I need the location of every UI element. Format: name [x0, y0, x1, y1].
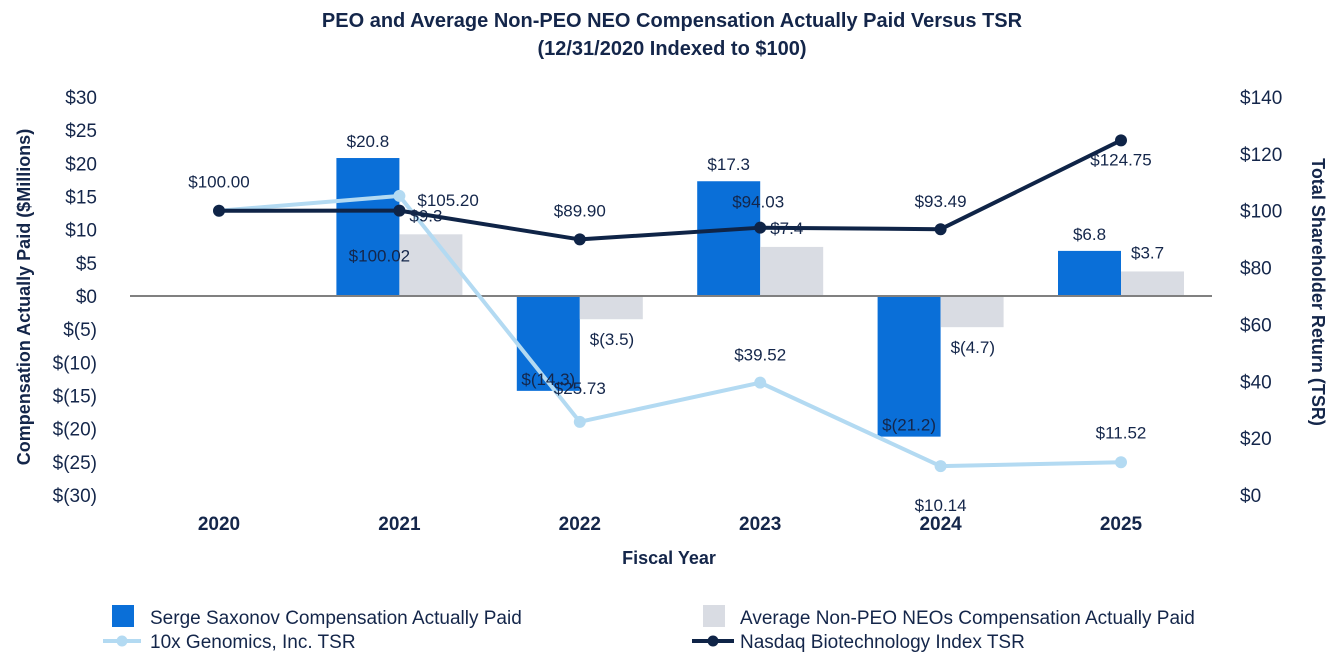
point-nasdaq-tsr — [934, 223, 947, 236]
category-label-2024: 2024 — [919, 514, 962, 535]
legend-label-10x-tsr: 10x Genomics, Inc. TSR — [150, 632, 356, 653]
point-10x-tsr — [393, 189, 406, 202]
right-axis-ticks: $140 $120 $100 $80 $60 $40 $20 $0 — [1240, 88, 1282, 507]
point-nasdaq-tsr — [213, 204, 225, 217]
left-tick-label: $20 — [65, 154, 97, 175]
category-label-2021: 2021 — [378, 514, 421, 535]
legend-label-neo: Average Non-PEO NEOs Compensation Actual… — [740, 608, 1195, 629]
left-tick-label: $15 — [65, 188, 97, 209]
bars-layer — [336, 158, 1184, 437]
right-tick-label: $100 — [1240, 202, 1282, 223]
data-labels-layer: $20.8 $(14.3) $17.3 $(21.2) $6.8 $9.3 $(3.5) $7… — [188, 132, 1164, 515]
left-tick-label: $(30) — [53, 486, 97, 507]
data-label-nasdaq-tsr: $89.90 — [554, 201, 606, 220]
category-label-2023: 2023 — [739, 514, 781, 535]
category-labels: 2020 2021 2022 2023 2024 2025 — [198, 514, 1143, 535]
point-10x-tsr — [934, 460, 947, 473]
data-label-peo: $17.3 — [707, 155, 750, 174]
data-label-neo: $9.3 — [409, 206, 442, 225]
left-tick-label: $(15) — [53, 387, 97, 408]
line-nasdaq-tsr — [218, 138, 1122, 242]
chart-title: PEO and Average Non-PEO NEO Compensation… — [322, 10, 1023, 32]
legend-swatch-neo — [703, 605, 725, 627]
point-10x-tsr — [1115, 456, 1127, 469]
data-label-peo: $20.8 — [347, 132, 390, 151]
bar-peo-2021 — [336, 158, 400, 296]
left-axis-title: Compensation Actually Paid ($Millions) — [14, 129, 34, 465]
left-tick-label: $25 — [65, 121, 97, 142]
right-tick-label: $0 — [1240, 486, 1261, 507]
lines-layer — [213, 134, 1127, 473]
data-label-peo: $(21.2) — [882, 416, 936, 435]
bar-neo-2023 — [760, 246, 824, 296]
point-10x-tsr — [754, 376, 767, 389]
left-tick-label: $(5) — [63, 320, 97, 341]
data-label-neo: $(3.5) — [590, 330, 634, 349]
left-tick-label: $5 — [76, 254, 97, 275]
data-label-nasdaq-tsr: $124.75 — [1090, 150, 1151, 169]
left-axis-ticks: $30 $25 $20 $15 $10 $5 $0 $(5) $(10) $(15) $(20) $(… — [53, 88, 97, 507]
data-label-nasdaq-tsr: $100.02 — [349, 247, 410, 266]
line-10x-tsr — [218, 193, 1122, 469]
left-tick-label: $0 — [76, 287, 97, 308]
legend-label-nasdaq-tsr: Nasdaq Biotechnology Index TSR — [740, 632, 1025, 653]
left-tick-label: $(25) — [53, 453, 97, 474]
point-nasdaq-tsr — [754, 221, 767, 234]
point-nasdaq-tsr — [1115, 134, 1127, 147]
data-label-peo: $6.8 — [1073, 225, 1106, 244]
x-axis-title: Fiscal Year — [622, 548, 716, 568]
bar-neo-2022 — [579, 296, 643, 320]
right-tick-label: $80 — [1240, 259, 1272, 280]
data-label-10x-tsr: $25.73 — [554, 379, 606, 398]
bar-peo-2022 — [516, 296, 580, 391]
data-label-10x-tsr: $39.52 — [734, 346, 786, 365]
left-tick-label: $30 — [65, 88, 97, 109]
bar-neo-2021 — [399, 234, 463, 296]
bar-peo-2024 — [877, 296, 941, 437]
right-tick-label: $60 — [1240, 315, 1272, 336]
point-10x-tsr — [573, 415, 586, 428]
point-nasdaq-tsr — [393, 204, 406, 217]
right-tick-label: $20 — [1240, 429, 1272, 450]
bar-neo-2025 — [1121, 271, 1184, 296]
left-tick-label: $(20) — [53, 420, 97, 441]
category-label-2025: 2025 — [1100, 514, 1143, 535]
data-label-peo: $(14.3) — [521, 370, 575, 389]
bar-peo-2023 — [697, 181, 761, 296]
left-tick-label: $10 — [65, 221, 97, 242]
point-nasdaq-tsr — [573, 233, 586, 246]
data-label-neo: $(4.7) — [951, 338, 995, 357]
category-label-2022: 2022 — [559, 514, 601, 535]
left-tick-label: $(10) — [53, 353, 97, 374]
right-axis-title: Total Shareholder Return (TSR) — [1308, 158, 1328, 426]
legend-marker-10x-tsr — [103, 635, 141, 647]
chart-subtitle: (12/31/2020 Indexed to $100) — [537, 38, 806, 60]
legend: Serge Saxonov Compensation Actually Paid… — [103, 605, 1195, 653]
right-tick-label: $40 — [1240, 372, 1272, 393]
data-label-neo: $3.7 — [1131, 243, 1164, 262]
bar-neo-2024 — [940, 296, 1004, 328]
data-label-10x-tsr: $100.00 — [188, 173, 249, 192]
category-label-2020: 2020 — [198, 514, 240, 535]
data-label-nasdaq-tsr: $94.03 — [732, 193, 784, 212]
data-label-neo: $7.4 — [770, 219, 803, 238]
legend-label-peo: Serge Saxonov Compensation Actually Paid — [150, 608, 522, 629]
right-tick-label: $120 — [1240, 145, 1282, 166]
data-label-10x-tsr: $11.52 — [1096, 423, 1147, 442]
data-label-10x-tsr: $105.20 — [417, 191, 478, 210]
bar-peo-2025 — [1058, 250, 1121, 296]
legend-swatch-peo — [112, 605, 134, 627]
data-label-nasdaq-tsr: $93.49 — [915, 192, 967, 211]
legend-marker-nasdaq-tsr — [692, 635, 734, 647]
data-label-10x-tsr: $10.14 — [915, 496, 967, 515]
right-tick-label: $140 — [1240, 88, 1282, 109]
